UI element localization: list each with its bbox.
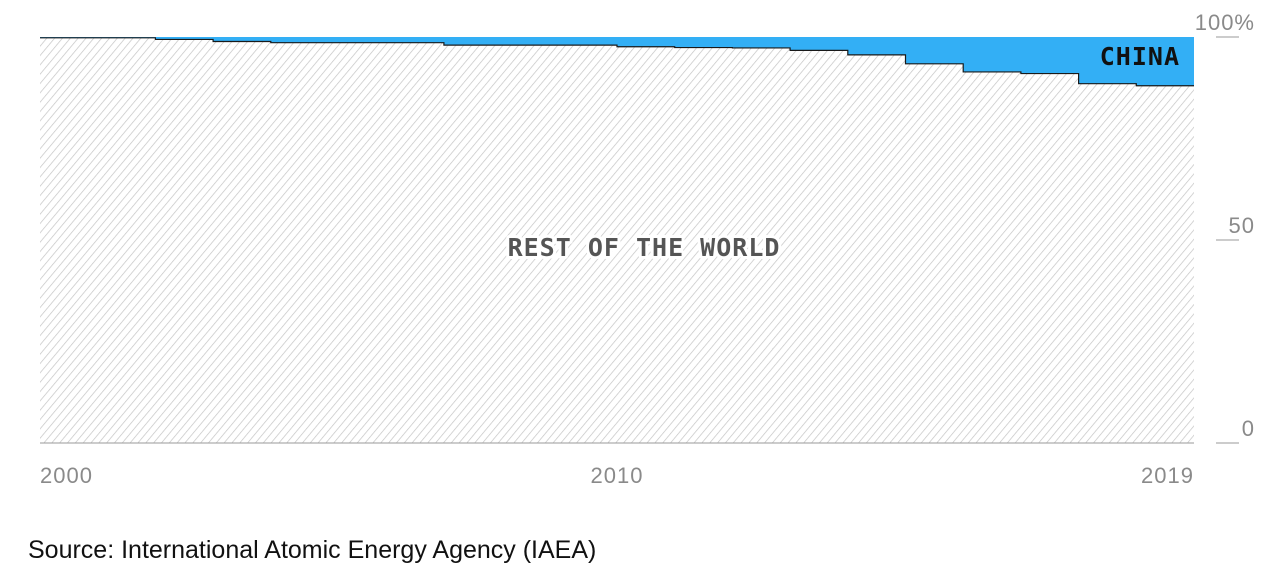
y-tick-label: 50 xyxy=(1229,213,1255,238)
x-tick-label: 2019 xyxy=(1141,463,1194,488)
y-tick-label: 0 xyxy=(1242,416,1255,441)
area-chart: 0 50 100% 2000 2010 2019 CHINA REST OF THE W… xyxy=(40,10,1255,488)
source-note: Source: International Atomic Energy Agen… xyxy=(28,536,597,564)
rest-of-world-step-line xyxy=(40,37,1194,87)
y-tick-label: 100% xyxy=(1195,10,1255,35)
y-axis: 0 50 100% xyxy=(1195,10,1255,444)
x-tick-label: 2000 xyxy=(40,463,93,488)
rest-of-world-area-label: REST OF THE WORLD xyxy=(508,233,781,262)
x-tick-label: 2010 xyxy=(591,463,644,488)
china-area-label: CHINA xyxy=(1100,42,1180,71)
rest-of-world-area xyxy=(40,37,1194,443)
x-axis: 2000 2010 2019 xyxy=(40,463,1194,488)
